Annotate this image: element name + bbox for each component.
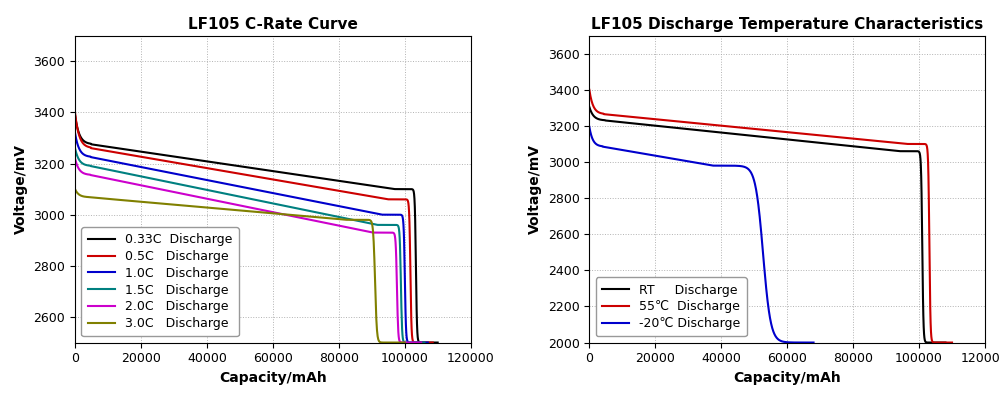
3.0C   Discharge: [295, 213, 307, 218]
0.5C   Discharge: [214, 168, 226, 173]
RT     Discharge: [938, 340, 950, 345]
-20℃ Discharge: [737, 164, 749, 169]
0.5C   Discharge: [106, 149, 118, 154]
55℃  Discharge: [730, 125, 742, 129]
0.33C  Discharge: [216, 161, 228, 166]
0.33C  Discharge: [432, 340, 444, 345]
1.0C   Discharge: [69, 130, 81, 135]
55℃  Discharge: [866, 138, 878, 143]
0.33C  Discharge: [69, 112, 81, 117]
0.33C  Discharge: [106, 145, 118, 150]
Y-axis label: Voltage/mV: Voltage/mV: [14, 144, 28, 234]
RT     Discharge: [939, 340, 951, 345]
1.5C   Discharge: [348, 218, 360, 223]
1.5C   Discharge: [309, 210, 321, 215]
X-axis label: Capacity/mAh: Capacity/mAh: [733, 371, 841, 385]
0.5C   Discharge: [424, 340, 436, 345]
0.5C   Discharge: [315, 185, 327, 190]
Legend: RT     Discharge, 55℃  Discharge, -20℃ Discharge: RT Discharge, 55℃ Discharge, -20℃ Discha…: [596, 277, 747, 336]
0.5C   Discharge: [348, 191, 360, 196]
3.0C   Discharge: [326, 216, 338, 221]
RT     Discharge: [583, 105, 595, 109]
X-axis label: Capacity/mAh: Capacity/mAh: [219, 371, 327, 385]
1.5C   Discharge: [69, 146, 81, 150]
Line: 1.0C   Discharge: 1.0C Discharge: [75, 133, 428, 343]
0.5C   Discharge: [354, 192, 366, 197]
Line: 0.5C   Discharge: 0.5C Discharge: [75, 112, 433, 343]
RT     Discharge: [620, 120, 632, 125]
1.0C   Discharge: [105, 159, 117, 164]
0.33C  Discharge: [318, 176, 330, 181]
RT     Discharge: [861, 145, 873, 150]
0.5C   Discharge: [227, 170, 239, 175]
1.0C   Discharge: [224, 182, 236, 187]
RT     Discharge: [828, 142, 840, 147]
Line: 0.33C  Discharge: 0.33C Discharge: [75, 115, 438, 343]
0.33C  Discharge: [358, 182, 370, 187]
-20℃ Discharge: [762, 304, 774, 308]
2.0C   Discharge: [345, 226, 357, 230]
-20℃ Discharge: [606, 146, 618, 150]
0.33C  Discharge: [352, 181, 364, 186]
Line: -20℃ Discharge: -20℃ Discharge: [589, 127, 814, 343]
Title: LF105 C-Rate Curve: LF105 C-Rate Curve: [188, 17, 358, 32]
Line: 2.0C   Discharge: 2.0C Discharge: [75, 158, 421, 343]
-20℃ Discharge: [674, 158, 686, 162]
Line: 1.5C   Discharge: 1.5C Discharge: [75, 148, 424, 343]
1.5C   Discharge: [416, 340, 428, 345]
-20℃ Discharge: [583, 124, 595, 129]
2.0C   Discharge: [307, 218, 319, 223]
2.0C   Discharge: [209, 198, 221, 203]
0.33C  Discharge: [229, 163, 241, 168]
3.0C   Discharge: [202, 206, 214, 210]
55℃  Discharge: [620, 114, 632, 119]
2.0C   Discharge: [104, 177, 116, 181]
3.0C   Discharge: [69, 187, 81, 192]
RT     Discharge: [727, 131, 739, 136]
3.0C   Discharge: [399, 340, 411, 345]
2.0C   Discharge: [221, 200, 233, 205]
2.0C   Discharge: [69, 156, 81, 161]
2.0C   Discharge: [415, 340, 427, 345]
1.0C   Discharge: [422, 340, 434, 345]
55℃  Discharge: [583, 88, 595, 92]
2.0C   Discharge: [412, 340, 424, 345]
Line: 3.0C   Discharge: 3.0C Discharge: [75, 189, 405, 343]
1.0C   Discharge: [419, 340, 431, 345]
1.5C   Discharge: [105, 168, 117, 173]
0.33C  Discharge: [429, 340, 441, 345]
2.0C   Discharge: [339, 225, 351, 229]
55℃  Discharge: [743, 126, 755, 131]
Legend: 0.33C  Discharge, 0.5C   Discharge, 1.0C   Discharge, 1.5C   Discharge, 2.0C   D: 0.33C Discharge, 0.5C Discharge, 1.0C Di…: [81, 227, 239, 336]
-20℃ Discharge: [682, 159, 694, 164]
1.5C   Discharge: [210, 189, 222, 194]
55℃  Discharge: [944, 340, 956, 345]
-20℃ Discharge: [758, 264, 770, 269]
55℃  Discharge: [832, 135, 844, 140]
Line: RT     Discharge: RT Discharge: [589, 107, 945, 343]
RT     Discharge: [740, 133, 752, 137]
Y-axis label: Voltage/mV: Voltage/mV: [528, 144, 542, 234]
1.5C   Discharge: [342, 216, 354, 221]
3.0C   Discharge: [332, 217, 344, 221]
1.0C   Discharge: [344, 206, 356, 211]
1.5C   Discharge: [418, 340, 430, 345]
Title: LF105 Discharge Temperature Characteristics: LF105 Discharge Temperature Characterist…: [591, 17, 983, 32]
3.0C   Discharge: [214, 206, 226, 211]
1.0C   Discharge: [212, 180, 224, 185]
Line: 55℃  Discharge: 55℃ Discharge: [589, 90, 952, 343]
0.5C   Discharge: [69, 110, 81, 115]
1.0C   Discharge: [350, 207, 362, 212]
55℃  Discharge: [873, 139, 885, 144]
1.0C   Discharge: [311, 200, 323, 204]
3.0C   Discharge: [103, 196, 115, 201]
RT     Discharge: [867, 146, 879, 151]
0.5C   Discharge: [427, 340, 439, 345]
-20℃ Discharge: [808, 340, 820, 345]
55℃  Discharge: [946, 340, 958, 345]
1.5C   Discharge: [223, 192, 235, 197]
